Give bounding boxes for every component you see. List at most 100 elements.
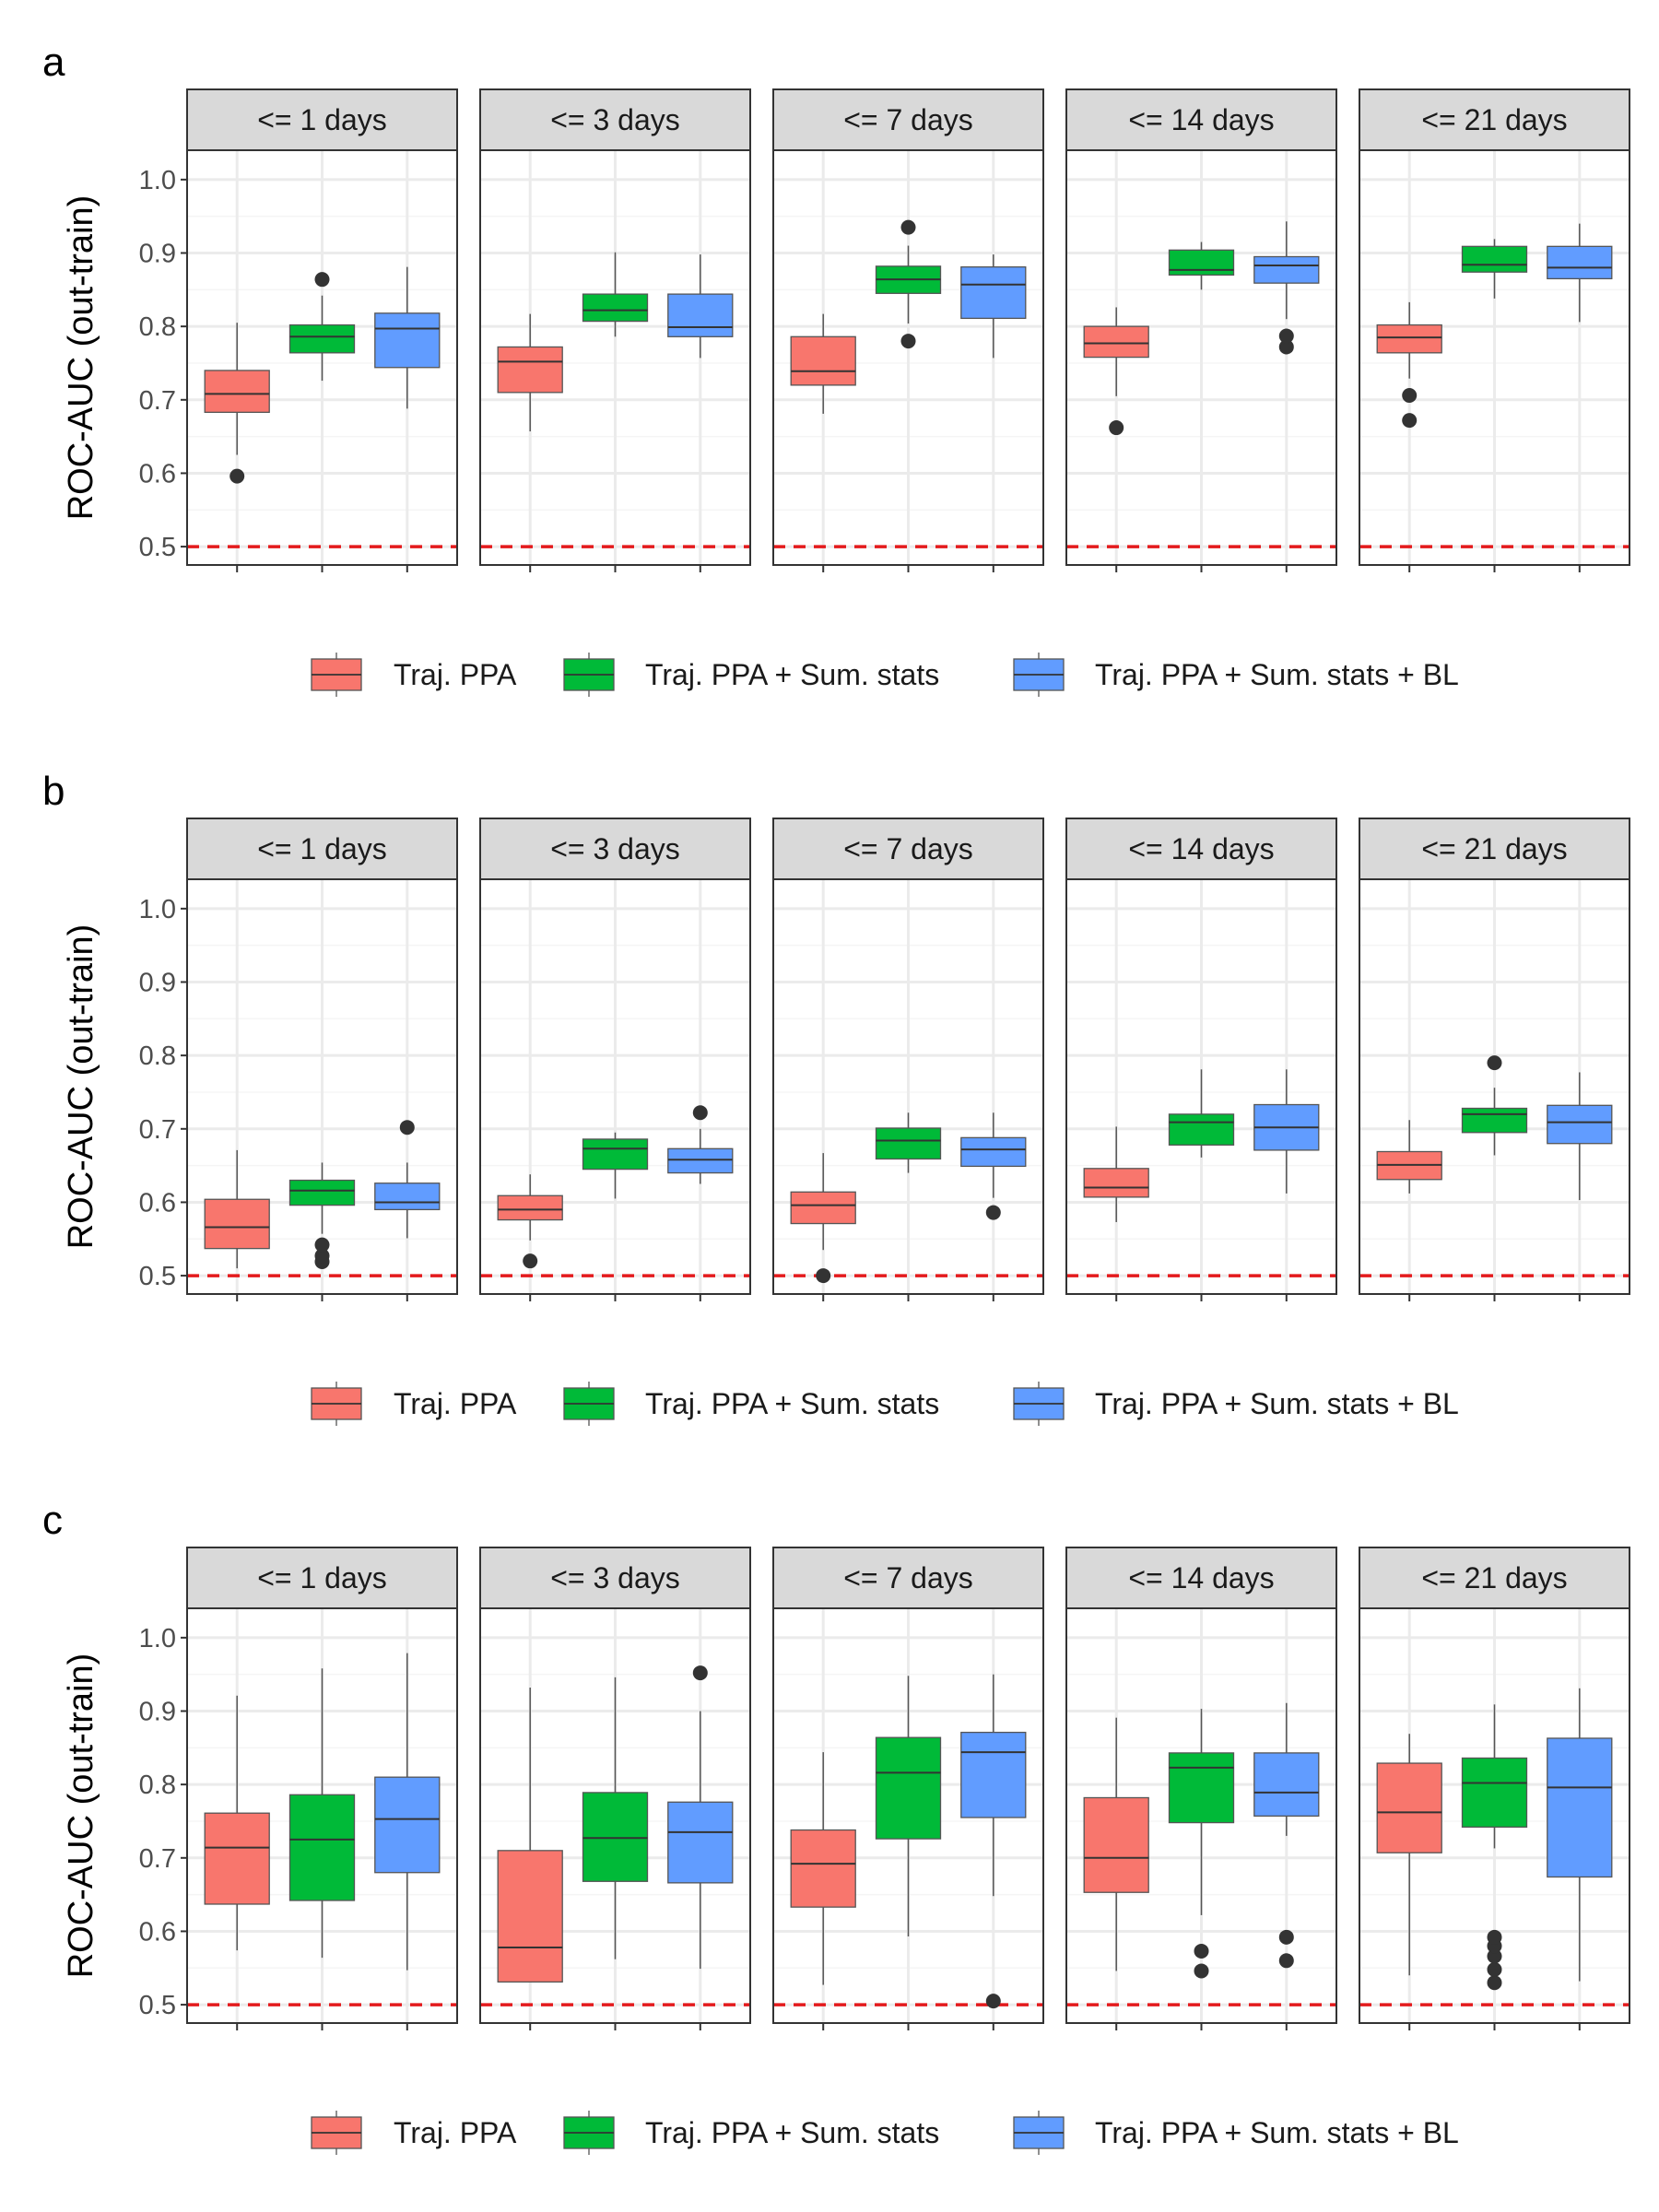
legend-entry-label: Traj. PPA: [394, 1387, 517, 1420]
facet-strip: [1359, 1547, 1630, 1609]
box-2: [1253, 1069, 1320, 1194]
legend-entry-label: Traj. PPA + Sum. stats + BL: [1095, 2116, 1459, 2149]
box-iqr: [790, 335, 856, 386]
box-1: [875, 219, 942, 349]
legend: Traj. PPA Traj. PPA + Sum. stats Traj. PPA…: [311, 1382, 1459, 1426]
legend-entry-label: Traj. PPA + Sum. stats + BL: [1095, 658, 1459, 691]
legend-entry-label: Traj. PPA + Sum. stats: [645, 2116, 939, 2149]
box-iqr: [960, 1731, 1027, 1818]
facet-strip: [186, 818, 458, 880]
box-iqr: [374, 312, 441, 369]
legend-entry-label: Traj. PPA: [394, 658, 517, 691]
y-tick-label: 1.0: [139, 1624, 176, 1653]
box-iqr: [1083, 1796, 1149, 1893]
legend-entry-label: Traj. PPA + Sum. stats: [645, 658, 939, 691]
facet-strip: [1359, 818, 1630, 880]
box-iqr: [790, 1191, 856, 1225]
outlier-point: [1278, 1953, 1294, 1969]
legend: Traj. PPA Traj. PPA + Sum. stats Traj. PPA…: [311, 653, 1459, 697]
box-0: [1083, 1717, 1149, 1971]
chart-row-c: c ROC-AUC (out-train) 0.5 0.6 0.7 0.8 0.9 1.0 <=…: [42, 1498, 1630, 2155]
box-iqr: [1461, 245, 1528, 273]
y-tick-label: 1.0: [139, 895, 176, 924]
legend-key: [311, 2111, 362, 2155]
facet-panel: <= 14 days: [1065, 1547, 1337, 2030]
box-iqr: [204, 1198, 270, 1250]
box-iqr: [582, 293, 649, 323]
box-0: [1376, 1120, 1442, 1194]
box-2: [374, 1120, 441, 1239]
facet-strip: [479, 818, 751, 880]
box-iqr: [1083, 1168, 1149, 1198]
outlier-point: [1278, 1929, 1294, 1945]
box-2: [374, 266, 441, 409]
box-1: [1168, 1069, 1235, 1158]
legend-entry-label: Traj. PPA: [394, 2116, 517, 2149]
box-iqr: [1547, 245, 1613, 280]
box-2: [960, 1112, 1027, 1220]
box-iqr: [497, 1850, 563, 1983]
outlier-point: [314, 1237, 330, 1253]
facet-panel: <= 3 days: [479, 1547, 751, 2030]
box-iqr: [667, 293, 734, 337]
box-0: [790, 1153, 856, 1284]
y-tick-label: 0.6: [139, 459, 176, 488]
panel-letter: c: [42, 1498, 63, 1543]
y-tick-label: 0.5: [139, 533, 176, 562]
facet-strip: [772, 1547, 1044, 1609]
y-tick-label: 0.6: [139, 1188, 176, 1218]
box-2: [1253, 221, 1320, 355]
outlier-point: [692, 1665, 708, 1681]
facet-panel: <= 21 days: [1359, 818, 1630, 1301]
y-tick-label: 0.5: [139, 1991, 176, 2020]
box-iqr: [1253, 1752, 1320, 1818]
panel-letter: b: [42, 769, 65, 814]
outlier-point: [692, 1105, 708, 1121]
facet-strip: [1065, 1547, 1337, 1609]
facet-strip-label: <= 7 days: [843, 1561, 973, 1594]
box-iqr: [1253, 255, 1320, 284]
box-iqr: [582, 1138, 649, 1171]
box-iqr: [204, 1812, 270, 1905]
facet-strip: [1065, 818, 1337, 880]
box-iqr: [374, 1182, 441, 1211]
box-0: [204, 1149, 270, 1269]
box-2: [667, 1665, 734, 1970]
facet-strip-label: <= 14 days: [1128, 1561, 1274, 1594]
facet-strip-label: <= 3 days: [550, 1561, 680, 1594]
facet-strip: [479, 88, 751, 151]
facet-strip-label: <= 7 days: [843, 832, 973, 865]
box-1: [288, 272, 356, 382]
box-iqr: [497, 1194, 563, 1221]
box-iqr: [790, 1829, 856, 1908]
box-2: [374, 1653, 441, 1971]
facet-panel: <= 3 days: [479, 818, 751, 1301]
box-0: [790, 313, 856, 414]
facet-panel: <= 21 days: [1359, 88, 1630, 572]
legend-key: [563, 2111, 615, 2155]
legend-key: [1013, 1382, 1065, 1426]
box-0: [204, 323, 270, 484]
box-iqr: [288, 1794, 356, 1901]
outlier-point: [1402, 388, 1418, 404]
facet-strip-label: <= 7 days: [843, 103, 973, 136]
box-iqr: [960, 1136, 1027, 1168]
box-0: [1083, 1126, 1149, 1222]
box-iqr: [1376, 1762, 1442, 1853]
facet-panel: <= 1 days: [186, 1547, 458, 2030]
facet-panel: <= 7 days: [772, 1547, 1044, 2030]
box-2: [1547, 1072, 1613, 1201]
box-0: [1083, 307, 1149, 436]
outlier-point: [229, 468, 245, 484]
y-tick-label: 0.5: [139, 1262, 176, 1291]
box-2: [960, 1674, 1027, 2009]
box-iqr: [1168, 249, 1235, 276]
box-iqr: [204, 370, 270, 413]
box-1: [582, 252, 649, 337]
box-1: [1168, 1709, 1235, 1979]
facet-panel: <= 3 days: [479, 88, 751, 572]
y-tick-label: 0.8: [139, 312, 176, 342]
box-0: [204, 1695, 270, 1951]
box-1: [1461, 239, 1528, 299]
